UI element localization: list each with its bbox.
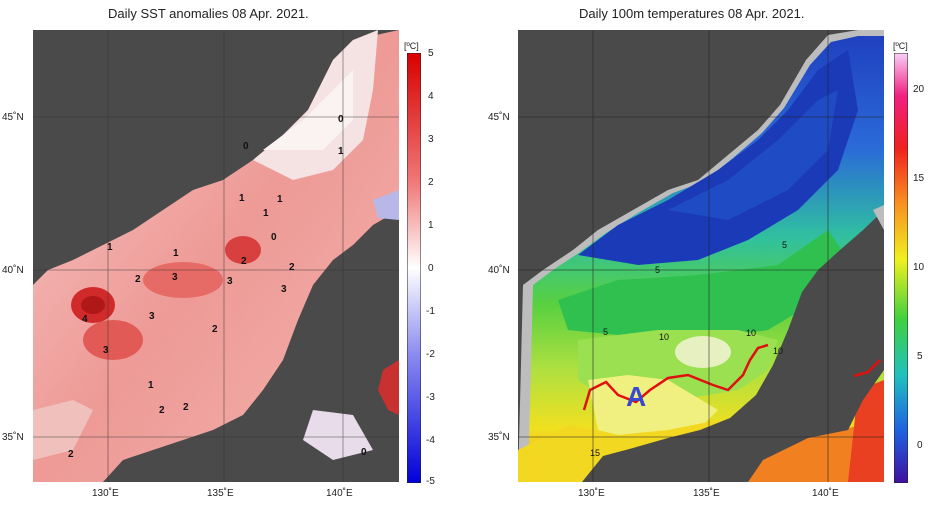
lat-label: 35˚N — [488, 432, 510, 443]
colorbar-tick: 5 — [428, 48, 434, 59]
colorbar-tick: 4 — [428, 91, 434, 102]
left-map: 0 1 0 1 1 1 0 1 2 2 1 3 2 3 3 4 3 2 3 1 … — [33, 30, 399, 482]
colorbar-tick: 20 — [913, 84, 925, 95]
lon-label: 130˚E — [92, 488, 119, 499]
contour-label: 1 — [173, 248, 179, 259]
lat-label: 45˚N — [2, 112, 24, 123]
contour-label: 0 — [361, 447, 367, 458]
contour-label: 2 — [159, 405, 165, 416]
lat-label: 40˚N — [488, 265, 510, 276]
contour-label: 10 — [773, 346, 783, 356]
colorbar-tick: 3 — [428, 134, 434, 145]
lon-label: 140˚E — [326, 488, 353, 499]
contour-label: 2 — [135, 274, 141, 285]
honshu-land — [582, 210, 884, 482]
contour-label: 3 — [149, 311, 155, 322]
left-colorbar — [407, 53, 421, 483]
contour-label: 0 — [338, 114, 344, 125]
contour-label: 5 — [603, 327, 608, 337]
contour-label: 1 — [107, 242, 113, 253]
colorbar-tick: 0 — [917, 440, 923, 451]
contour-label: 5 — [655, 265, 660, 275]
contour-label: 15 — [590, 448, 600, 458]
contour-label: 3 — [103, 345, 109, 356]
right-colorbar-unit: [ºC] — [893, 41, 908, 51]
contour-label: 10 — [659, 332, 669, 342]
contour-label: 10 — [746, 328, 756, 338]
lon-label: 140˚E — [812, 488, 839, 499]
colorbar-tick: 15 — [913, 173, 925, 184]
contour-label: 0 — [271, 232, 277, 243]
contour-label: 2 — [68, 449, 74, 460]
left-colorbar-unit: [ºC] — [404, 41, 419, 51]
colorbar-tick: 5 — [917, 351, 923, 362]
colorbar-tick: -5 — [426, 476, 435, 487]
left-panel-title: Daily SST anomalies 08 Apr. 2021. — [108, 6, 309, 21]
contour-label: 2 — [183, 402, 189, 413]
contour-label: 2 — [241, 256, 247, 267]
colorbar-tick: 10 — [913, 262, 925, 273]
lon-label: 130˚E — [578, 488, 605, 499]
contour-label: 2 — [289, 262, 295, 273]
right-panel-title: Daily 100m temperatures 08 Apr. 2021. — [579, 6, 805, 21]
contour-label: 2 — [212, 324, 218, 335]
contour-label: 5 — [782, 240, 787, 250]
colorbar-tick: -3 — [426, 392, 435, 403]
contour-label: 1 — [338, 146, 344, 157]
contour-label: 4 — [82, 314, 88, 325]
colorbar-tick: 1 — [428, 220, 434, 231]
colorbar-tick: -1 — [426, 306, 435, 317]
colorbar-tick: 2 — [428, 177, 434, 188]
colorbar-tick: 0 — [428, 263, 434, 274]
marker-a: A — [626, 381, 646, 412]
colorbar-tick: -2 — [426, 349, 435, 360]
lon-label: 135˚E — [207, 488, 234, 499]
contour-label: 0 — [243, 141, 249, 152]
right-map: 5 5 5 10 10 10 15 A — [518, 30, 884, 482]
lat-label: 35˚N — [2, 432, 24, 443]
contour-label: 1 — [277, 194, 283, 205]
colorbar-tick: -4 — [426, 435, 435, 446]
contour-label: 1 — [239, 193, 245, 204]
contour-label: 1 — [263, 208, 269, 219]
lat-label: 40˚N — [2, 265, 24, 276]
current-path — [582, 343, 769, 411]
lon-label: 135˚E — [693, 488, 720, 499]
contour-label: 1 — [148, 380, 154, 391]
lat-label: 45˚N — [488, 112, 510, 123]
right-colorbar — [894, 53, 908, 483]
contour-label: 3 — [172, 272, 178, 283]
contour-label: 3 — [281, 284, 287, 295]
contour-label: 3 — [227, 276, 233, 287]
